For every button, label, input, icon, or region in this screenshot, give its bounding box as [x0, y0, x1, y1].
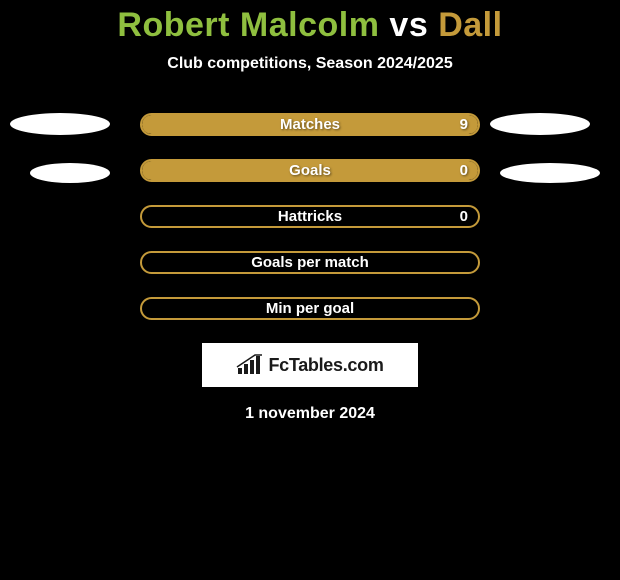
chart-icon	[236, 354, 264, 376]
stat-row: Goals per match	[140, 251, 480, 274]
stat-row: Goals0	[140, 159, 480, 182]
stat-label: Goals per match	[142, 254, 478, 271]
subtitle: Club competitions, Season 2024/2025	[0, 55, 620, 73]
page-title: Robert Malcolm vs Dall	[0, 6, 620, 45]
stat-row: Matches9	[140, 113, 480, 136]
fctables-logo: FcTables.com	[202, 343, 418, 387]
placeholder-ellipse	[500, 163, 600, 183]
placeholder-ellipse	[30, 163, 110, 183]
stat-label: Goals	[142, 162, 478, 179]
stat-row: Min per goal	[140, 297, 480, 320]
stat-label: Min per goal	[142, 300, 478, 317]
vs-text: vs	[389, 6, 428, 44]
stat-row: Hattricks0	[140, 205, 480, 228]
stat-value-p2: 0	[460, 162, 468, 179]
player2-name: Dall	[438, 6, 502, 44]
placeholder-ellipse	[10, 113, 110, 135]
stat-label: Matches	[142, 116, 478, 133]
stat-value-p2: 0	[460, 208, 468, 225]
placeholder-ellipse	[490, 113, 590, 135]
date-text: 1 november 2024	[0, 405, 620, 423]
logo-text: FcTables.com	[268, 355, 383, 376]
player1-name: Robert Malcolm	[117, 6, 379, 44]
stat-value-p2: 9	[460, 116, 468, 133]
stats-area: Matches9Goals0Hattricks0Goals per matchM…	[0, 113, 620, 320]
stat-label: Hattricks	[142, 208, 478, 225]
comparison-card: Robert Malcolm vs Dall Club competitions…	[0, 0, 620, 423]
